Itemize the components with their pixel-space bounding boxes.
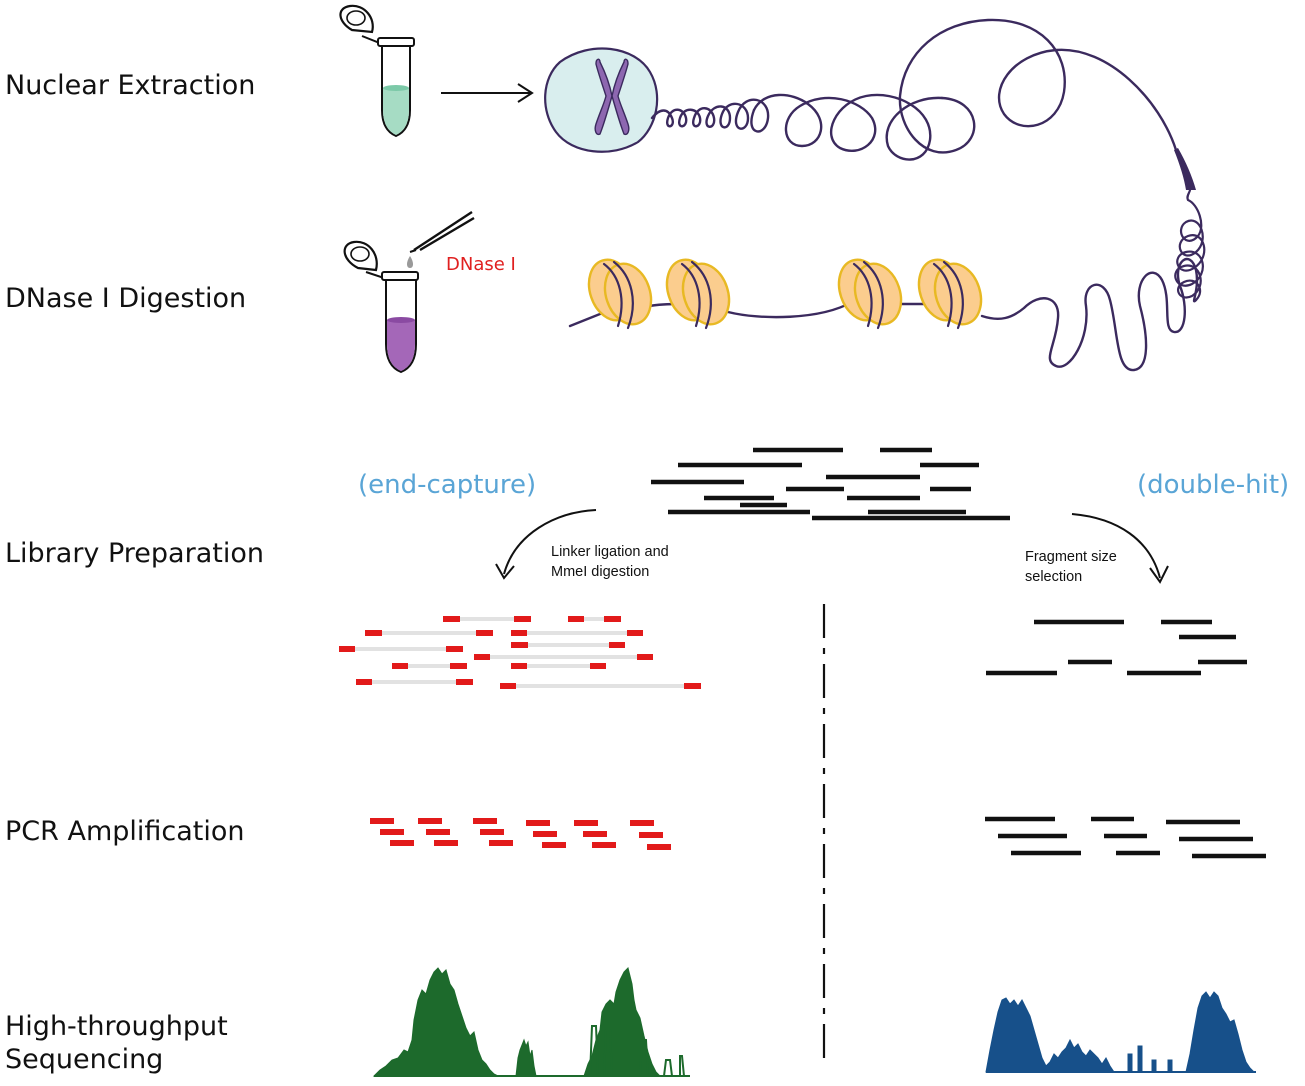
step-label-nuclear-extraction: Nuclear Extraction (5, 70, 255, 101)
chromosome-icon (594, 58, 630, 136)
arrow-icon (1071, 513, 1169, 584)
note-left-line2: MmeI digestion (551, 564, 649, 580)
chromatin-fiber (650, 18, 1196, 190)
digested-fragments (651, 447, 1010, 521)
note-right-line2: selection (1025, 569, 1082, 585)
nucleosome-icon (837, 258, 903, 330)
branch-title-double-hit: (double-hit) (1137, 470, 1289, 500)
pipette-icon (407, 210, 475, 268)
end-capture-library (339, 616, 701, 689)
pcr-products-end-capture (370, 818, 671, 850)
nucleosome-icon (665, 258, 731, 330)
nucleosome-fiber (568, 188, 1206, 372)
signal-track-double-hit (985, 991, 1256, 1073)
note-left-line1: Linker ligation and (551, 544, 669, 560)
nucleosome-icon (587, 258, 653, 330)
note-right-line1: Fragment size (1025, 549, 1117, 565)
pcr-products-double-hit (985, 816, 1266, 859)
step-label-sequencing-line2: Sequencing (5, 1044, 163, 1075)
double-hit-library (986, 619, 1247, 676)
arrow-icon (441, 83, 534, 103)
step-label-dnase-digestion: DNase I Digestion (5, 283, 246, 314)
tube-icon (339, 4, 415, 138)
step-label-pcr-amplification: PCR Amplification (5, 816, 245, 847)
step-label-sequencing-line1: High-throughput (5, 1011, 228, 1042)
step-label-library-preparation: Library Preparation (5, 538, 264, 569)
nucleosome-icon (917, 258, 983, 330)
dnase-label: DNase I (446, 254, 516, 275)
tube-icon (343, 240, 419, 374)
branch-title-end-capture: (end-capture) (358, 470, 536, 500)
signal-track-end-capture (372, 967, 690, 1077)
arrow-icon (495, 509, 597, 580)
